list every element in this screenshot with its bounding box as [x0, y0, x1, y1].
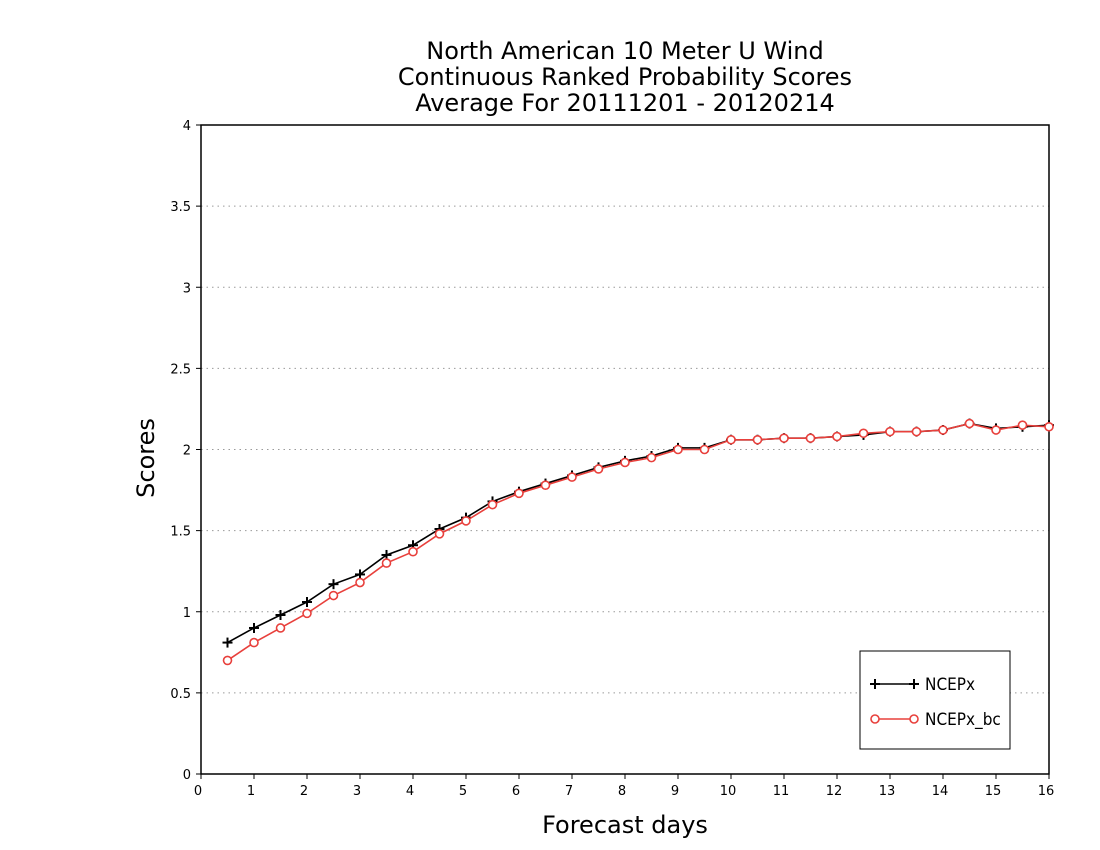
data-point — [938, 425, 948, 435]
data-point — [249, 622, 259, 633]
y-tick-label: 1.5 — [170, 525, 191, 540]
y-axis: 0 0.5 1 1.5 2 2.5 3 3.5 4 — [170, 119, 201, 783]
data-point — [381, 558, 392, 568]
y-tick-label: 4 — [183, 119, 191, 134]
legend-marker — [909, 714, 919, 724]
chart-title: North American 10 Meter U WindContinuous… — [398, 37, 852, 117]
y-tick-label: 3 — [183, 281, 191, 296]
series — [222, 418, 1054, 666]
chart-title-line: North American 10 Meter U Wind — [426, 37, 823, 65]
data-point — [805, 433, 816, 443]
y-tick-label: 3.5 — [170, 200, 191, 215]
x-tick-label: 14 — [932, 784, 949, 799]
x-tick-label: 5 — [459, 784, 467, 799]
series-ncepx-bc — [222, 418, 1054, 666]
x-axis-label: Forecast days — [542, 811, 708, 839]
legend-item: NCEPx — [870, 675, 975, 695]
data-point — [673, 444, 683, 455]
legend-marker — [870, 679, 880, 689]
x-tick-label: 7 — [565, 784, 573, 799]
data-point — [434, 529, 445, 539]
data-point — [275, 623, 286, 633]
data-point — [275, 609, 286, 620]
x-tick-label: 12 — [826, 784, 843, 799]
x-tick-label: 1 — [247, 784, 255, 799]
data-point — [355, 577, 365, 588]
data-point — [964, 418, 975, 429]
data-point — [699, 444, 710, 455]
x-tick-label: 15 — [985, 784, 1002, 799]
data-point — [620, 457, 630, 468]
data-point — [726, 434, 736, 445]
data-point — [646, 452, 657, 463]
data-point — [328, 590, 339, 601]
data-point — [461, 516, 471, 526]
y-axis-label: Scores — [132, 418, 160, 498]
x-tick-label: 13 — [879, 784, 896, 799]
chart-title-line: Continuous Ranked Probability Scores — [398, 63, 852, 91]
data-point — [991, 425, 1001, 435]
x-tick-label: 9 — [671, 784, 679, 799]
y-tick-label: 0.5 — [170, 687, 191, 702]
data-point — [222, 655, 233, 666]
x-tick-label: 2 — [300, 784, 308, 799]
data-point — [249, 637, 259, 648]
y-tick-label: 2 — [183, 444, 191, 459]
data-point — [540, 480, 551, 490]
data-point — [302, 597, 312, 608]
data-point — [593, 464, 604, 474]
legend-marker — [870, 714, 880, 724]
legend-box — [859, 650, 1011, 750]
data-point — [302, 608, 312, 619]
data-point — [858, 428, 869, 439]
data-point — [222, 637, 233, 648]
series-ncepx — [222, 418, 1054, 648]
legend-marker — [909, 679, 919, 689]
x-tick-label: 8 — [618, 784, 626, 799]
data-point — [328, 579, 339, 590]
x-axis: 0 1 2 3 4 5 6 7 8 9 10 11 12 13 14 15 16 — [194, 774, 1054, 799]
data-point — [779, 433, 789, 443]
gridlines — [201, 205, 1049, 694]
data-point — [911, 426, 922, 437]
y-tick-label: 1 — [183, 606, 191, 621]
data-point — [408, 546, 418, 557]
x-tick-label: 6 — [512, 784, 520, 799]
data-point — [514, 488, 524, 499]
series-line — [227, 422, 1050, 644]
data-point — [487, 499, 498, 510]
data-point — [1017, 420, 1028, 430]
x-tick-label: 3 — [353, 784, 361, 799]
chart-title-line: Average For 20111201 - 20120214 — [415, 89, 835, 117]
data-point — [752, 434, 763, 445]
data-point — [567, 472, 577, 482]
legend-label: NCEPx — [925, 675, 975, 695]
x-tick-label: 16 — [1038, 784, 1055, 799]
legend: NCEPx NCEPx_bc — [859, 650, 1011, 750]
y-tick-label: 2.5 — [170, 362, 191, 377]
legend-label: NCEPx_bc — [925, 710, 1001, 730]
legend-item: NCEPx_bc — [870, 710, 1001, 730]
x-tick-label: 11 — [773, 784, 790, 799]
x-tick-label: 0 — [194, 784, 202, 799]
y-tick-label: 0 — [183, 768, 191, 783]
x-tick-label: 10 — [720, 784, 737, 799]
data-point — [885, 426, 895, 437]
x-tick-label: 4 — [406, 784, 414, 799]
data-point — [1044, 421, 1054, 432]
data-point — [832, 431, 842, 442]
